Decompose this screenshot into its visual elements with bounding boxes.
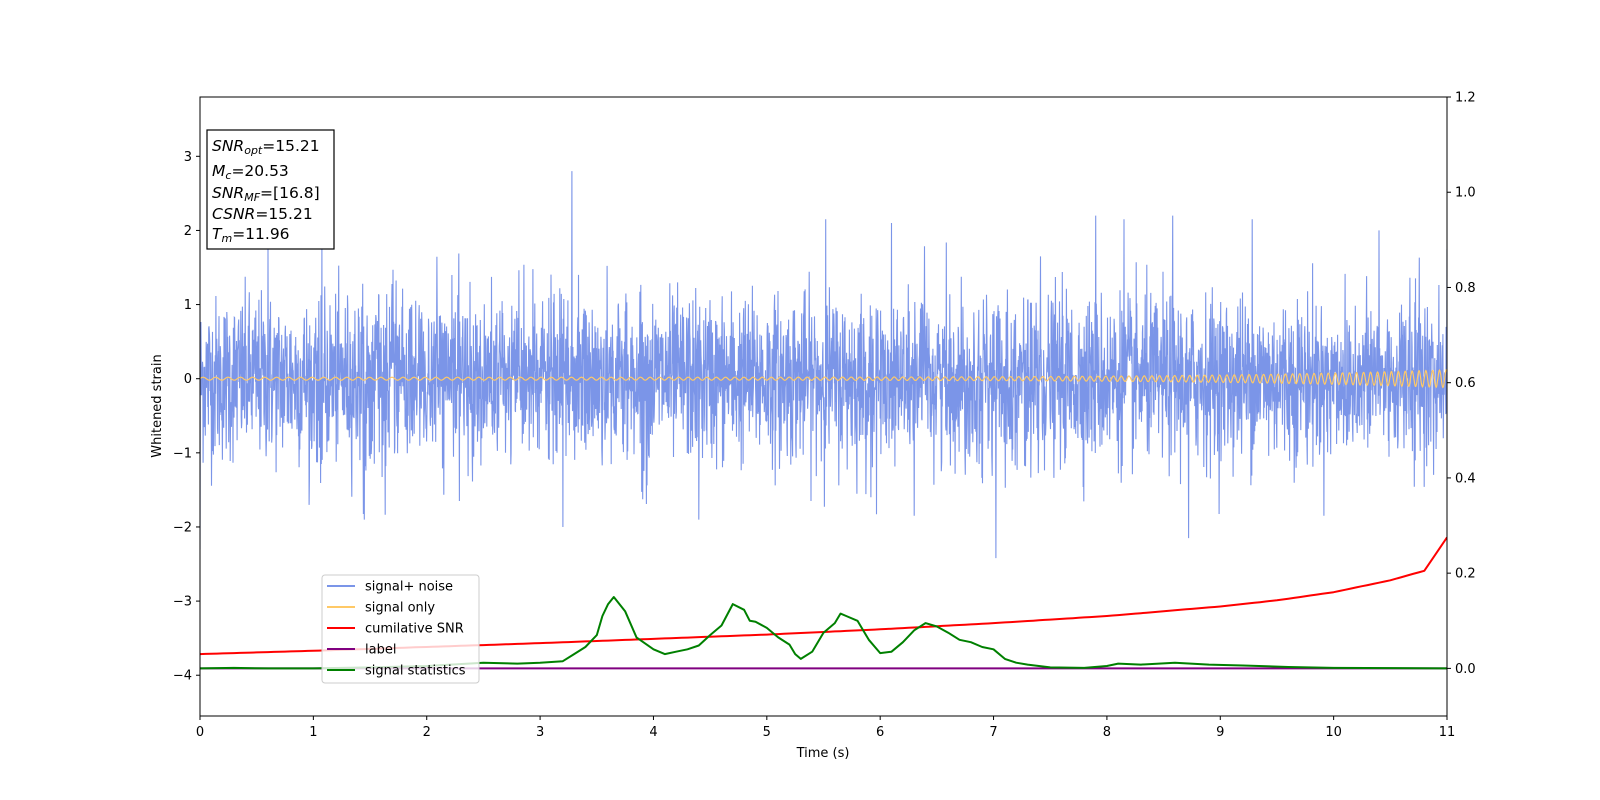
y-axis-right: 0.0 0.2 0.4 0.6 0.8 1.0 1.2 [1447,91,1476,677]
y-left-tick-label: −2 [173,520,192,535]
legend: signal+ noise signal only cumilative SNR la… [321,574,480,684]
legend-label: label [365,643,396,658]
x-tick-label: 5 [763,725,771,740]
y-right-tick-label: 0.6 [1455,376,1476,391]
legend-label: signal only [365,601,435,616]
y-right-tick-label: 1.2 [1455,91,1476,106]
y-left-tick-label: 3 [184,150,192,165]
annotation-value: =[16.8] [260,184,320,202]
annotation-symbol: M [212,162,225,180]
x-tick-label: 3 [536,725,544,740]
y-right-tick-label: 1.0 [1455,186,1476,201]
annotation-value: =15.21 [262,137,319,155]
x-tick-label: 0 [196,725,204,740]
annotation-value: =15.21 [255,205,312,223]
series-signal-noise [200,171,1447,559]
legend-frame [321,574,480,684]
x-tick-label: 9 [1216,725,1224,740]
y-right-tick-label: 0.8 [1455,281,1476,296]
annotation-symbol: SNR [212,137,244,155]
annotation-symbol: T [212,225,223,243]
y-left-tick-label: 1 [184,298,192,313]
x-tick-label: 7 [989,725,997,740]
annotation-subscript: m [221,232,232,245]
x-tick-label: 10 [1325,725,1342,740]
series-signal-statistics [200,596,1447,670]
legend-label: signal+ noise [365,580,453,595]
annotation-subscript: opt [244,144,263,157]
y-right-tick-label: 0.4 [1455,471,1476,486]
y-left-tick-label: 0 [184,372,192,387]
y-left-tick-label: 2 [184,224,192,239]
annotation-subscript: c [225,169,231,182]
annotation-subscript: MF [244,191,260,204]
plot-frame [199,96,1448,717]
y-left-tick-label: −4 [173,669,192,684]
x-axis: 0 1 2 3 4 5 6 7 8 9 10 11 [196,716,1455,740]
annotation-value: =20.53 [231,162,288,180]
x-tick-label: 8 [1103,725,1111,740]
series-signal-only [200,369,1447,389]
annotation-symbol: CSNR [212,205,255,223]
x-axis-label: Time (s) [796,746,850,761]
annotation-value: =11.96 [232,225,289,243]
annotation-symbol: SNR [212,184,244,202]
annotation-line: CSNR=15.21 [212,205,313,223]
y-left-tick-label: −3 [173,595,192,610]
y-right-tick-label: 0.2 [1455,567,1476,582]
y-left-tick-label: −1 [173,446,192,461]
legend-label: signal statistics [365,664,466,679]
y-axis-left: −4 −3 −2 −1 0 1 2 3 [173,150,200,684]
x-tick-label: 4 [649,725,657,740]
x-tick-label: 2 [423,725,431,740]
annotation-line: SNRopt=15.21 [212,137,320,157]
annotation-line: Mc=20.53 [212,162,289,182]
annotation-frame [206,129,335,250]
x-tick-label: 1 [309,725,317,740]
x-tick-label: 6 [876,725,884,740]
stats-annotation-box: SNRopt=15.21Mc=20.53SNRMF=[16.8]CSNR=15.… [206,129,335,250]
annotation-line: SNRMF=[16.8] [212,184,320,204]
x-tick-label: 11 [1439,725,1456,740]
y-right-tick-label: 0.0 [1455,662,1476,677]
legend-label: cumilative SNR [365,622,464,637]
y-axis-label: Whitened strain [150,354,165,457]
annotation-line: Tm=11.96 [212,225,290,245]
